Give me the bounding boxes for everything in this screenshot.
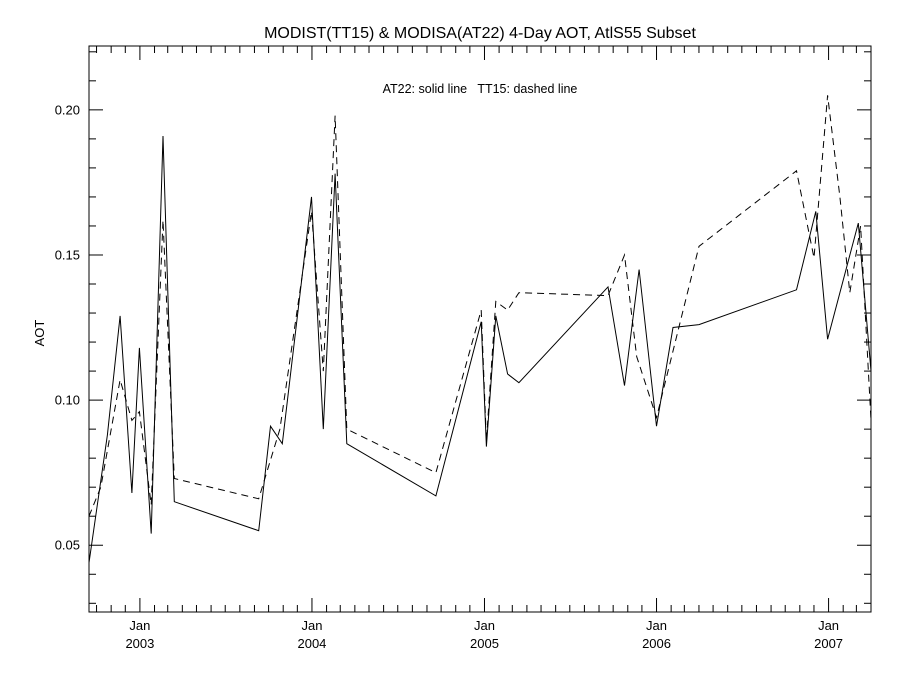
x-tick-label-year: 2004 [297, 636, 326, 651]
x-tick-label-year: 2006 [642, 636, 671, 651]
legend-annotation: AT22: solid line TT15: dashed line [383, 82, 578, 96]
x-tick-label-year: 2005 [470, 636, 499, 651]
y-tick-label: 0.20 [55, 102, 80, 117]
axes: 0.05 0.10 0.15 0.20 Jan 2003 Jan 2004 Jan 2005 Jan… [55, 46, 872, 651]
x-tick-label-month: Jan [818, 618, 839, 633]
x-tick-label-month: Jan [474, 618, 495, 633]
series-line-at22 [88, 135, 872, 563]
y-tick-label: 0.05 [55, 538, 80, 553]
x-tick-label-month: Jan [301, 618, 322, 633]
y-axis-label: AOT [32, 320, 47, 347]
x-tick-label-month: Jan [646, 618, 667, 633]
y-tick-label: 0.15 [55, 247, 80, 262]
y-tick-label: 0.10 [55, 393, 80, 408]
x-tick-label-year: 2003 [125, 636, 154, 651]
plot-frame [88, 45, 872, 613]
chart-title: MODIST(TT15) & MODISA(AT22) 4-Day AOT, A… [264, 25, 696, 42]
x-tick-label-month: Jan [129, 618, 150, 633]
series-layer [88, 95, 872, 563]
series-line-tt15 [88, 95, 872, 517]
x-tick-label-year: 2007 [814, 636, 843, 651]
